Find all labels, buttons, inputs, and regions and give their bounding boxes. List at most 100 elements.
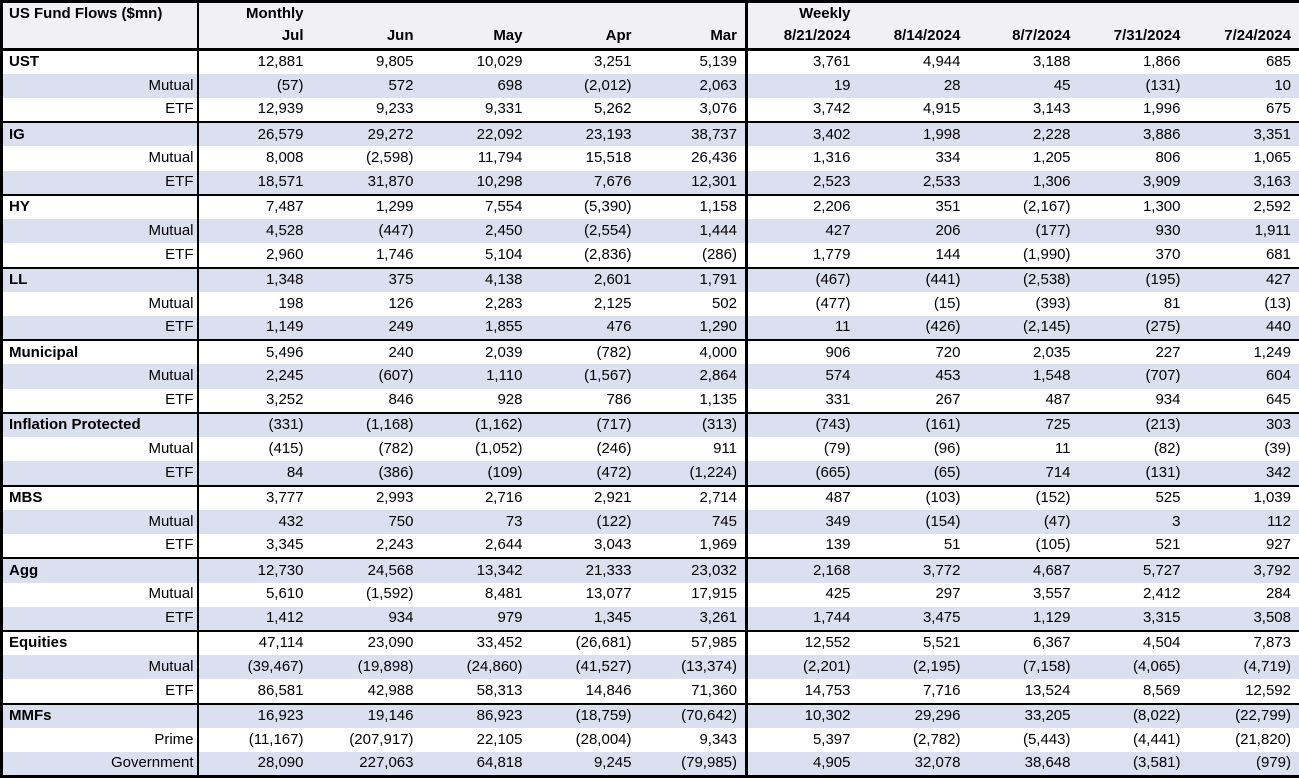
value-cell: 375 xyxy=(311,267,422,292)
row-label: Mutual xyxy=(1,509,199,535)
value-cell: 2,125 xyxy=(593,294,632,312)
table-row: Municipal 5,496 240 2,039 (782) 4,000 906 720 2,… xyxy=(1,340,1299,365)
col-header-week2: 8/14/2024 xyxy=(858,24,969,50)
group-agg: Agg 12,730 24,568 13,342 21,333 23,032 2,168 3,… xyxy=(1,558,1299,631)
value-cell: 3,777 xyxy=(265,488,304,506)
value-cell: 33,452 xyxy=(476,634,523,652)
value-cell: 2,206 xyxy=(745,194,859,220)
value-cell: 5,727 xyxy=(1078,558,1189,583)
table-row: Mutual 2,245 (607) 1,110 (1,567) 2,864 574 453 1… xyxy=(1,364,1299,389)
value-cell: (131) xyxy=(1078,73,1189,98)
value-cell: 2,523 xyxy=(745,170,859,195)
value-cell: 3,188 xyxy=(1032,53,1071,71)
value-cell: 2,245 xyxy=(197,364,312,389)
value-cell: (313) xyxy=(639,412,747,438)
table-row: Agg 12,730 24,568 13,342 21,333 23,032 2,168 3,… xyxy=(1,558,1299,583)
value-cell: 934 xyxy=(1155,391,1181,409)
group-hy: HY 7,487 1,299 7,554 (5,390) 1,158 2,206 351 (2,… xyxy=(1,194,1299,268)
value-cell: 284 xyxy=(1265,585,1291,603)
value-cell: 24,568 xyxy=(311,558,422,583)
row-label: Mutual xyxy=(1,291,199,316)
value-cell: 227,063 xyxy=(311,752,422,777)
value-cell: 2,039 xyxy=(484,343,523,361)
value-cell: 2,168 xyxy=(745,558,859,583)
value-cell: 3,909 xyxy=(1078,170,1189,195)
value-cell: (21,820) xyxy=(1235,730,1291,748)
table-row: UST 12,881 9,805 10,029 3,251 5,139 3,761 4,944… xyxy=(1,49,1299,74)
value-cell: (782) xyxy=(378,440,414,458)
value-cell: 2,450 xyxy=(421,219,531,244)
value-cell: 9,331 xyxy=(484,100,523,118)
section-header-row: US Fund Flows ($mn) Monthly Weekly xyxy=(1,1,1299,50)
value-cell: 525 xyxy=(1155,488,1181,506)
value-cell: 3,792 xyxy=(1188,558,1299,583)
value-cell: (2,836) xyxy=(583,245,632,263)
value-cell: 342 xyxy=(1188,461,1299,486)
value-cell: 240 xyxy=(388,343,414,361)
value-cell: (426) xyxy=(858,316,969,341)
value-cell: 930 xyxy=(1078,219,1189,244)
row-label: Mutual xyxy=(1,146,199,171)
row-label: Mutual xyxy=(1,582,199,607)
value-cell: 86,581 xyxy=(257,681,304,699)
category-label: LL xyxy=(1,267,199,292)
value-cell: (4,065) xyxy=(1078,655,1189,680)
category-label: Agg xyxy=(1,558,199,583)
value-cell: 3,345 xyxy=(265,536,304,554)
row-label: Mutual xyxy=(1,364,199,389)
value-cell: 3,886 xyxy=(1078,122,1189,147)
value-cell: (22,799) xyxy=(1188,703,1299,728)
value-cell: 1,110 xyxy=(421,364,531,389)
value-cell: 227 xyxy=(1155,343,1181,361)
table-row: Mutual 4,528 (447) 2,450 (2,554) 1,444 427 206(… xyxy=(1,219,1299,244)
value-cell: 81 xyxy=(1163,294,1181,312)
value-cell: 23,032 xyxy=(639,558,747,583)
value-cell: (1,052) xyxy=(474,440,523,458)
value-cell: (4,719) xyxy=(1188,655,1299,680)
value-cell: 13,524 xyxy=(1024,681,1071,699)
value-cell: 370 xyxy=(1155,245,1181,263)
value-cell: (275) xyxy=(1078,316,1189,341)
table-row: Mutual 432 750 73 (122) 745 349 (154) (47) 3 112 xyxy=(1,509,1299,535)
value-cell: 1,746 xyxy=(375,245,414,263)
value-cell: 10 xyxy=(1188,73,1299,98)
value-cell: 3,557 xyxy=(1032,585,1071,603)
value-cell: 12,592 xyxy=(1245,681,1291,699)
value-cell: 1,345 xyxy=(530,606,640,631)
value-cell: 1,299 xyxy=(375,198,414,216)
value-cell: 14,753 xyxy=(745,679,859,704)
row-label: ETF xyxy=(1,170,199,195)
value-cell: (331) xyxy=(197,412,312,438)
category-label: Equities xyxy=(1,631,199,656)
value-cell: 9,233 xyxy=(375,100,414,118)
value-cell: 5,262 xyxy=(593,100,632,118)
value-cell: (28,004) xyxy=(575,730,632,748)
value-cell: 11 xyxy=(1054,440,1071,458)
value-cell: 8,008 xyxy=(265,149,304,167)
value-cell: 750 xyxy=(311,509,422,535)
value-cell: 3,315 xyxy=(1078,606,1189,631)
value-cell: 3 xyxy=(1078,509,1189,535)
value-cell: 1,149 xyxy=(197,316,312,341)
value-cell: 8,481 xyxy=(484,585,523,603)
group-mmfs: MMFs 16,923 19,146 86,923 (18,759) (70,642) 10… xyxy=(1,703,1299,777)
col-header-mar: Mar xyxy=(639,24,747,50)
value-cell: 502 xyxy=(711,294,737,312)
value-cell: (161) xyxy=(858,412,969,438)
value-cell: 349 xyxy=(745,509,859,535)
value-cell: 297 xyxy=(935,585,961,603)
value-cell: 12,881 xyxy=(257,53,304,71)
value-cell: 16,923 xyxy=(197,703,312,728)
col-header-may: May xyxy=(421,24,531,50)
value-cell: 14,846 xyxy=(585,681,632,699)
value-cell: 13,077 xyxy=(585,585,632,603)
value-cell: 2,228 xyxy=(968,122,1079,147)
value-cell: (1,162) xyxy=(421,412,531,438)
value-cell: (743) xyxy=(745,412,859,438)
value-cell: 3,043 xyxy=(593,536,632,554)
group-ust: UST 12,881 9,805 10,029 3,251 5,139 3,761 4,944… xyxy=(1,49,1299,123)
value-cell: 303 xyxy=(1188,412,1299,438)
value-cell: (109) xyxy=(421,461,531,486)
value-cell: 1,039 xyxy=(1253,488,1291,506)
table-row: Mutual (39,467) (19,898) (24,860) (41,527) (1… xyxy=(1,655,1299,680)
